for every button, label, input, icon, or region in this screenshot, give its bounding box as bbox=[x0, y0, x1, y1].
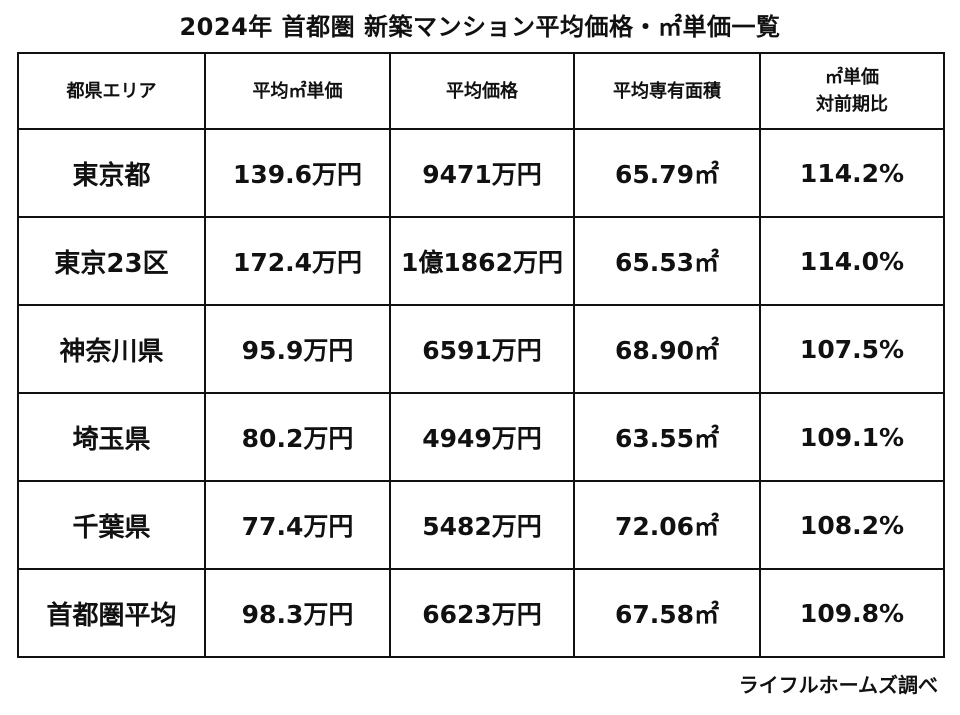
cell-avg-floor-area: 65.79㎡ bbox=[573, 128, 761, 218]
table-row: 埼玉県 80.2万円 4949万円 63.55㎡ 109.1% bbox=[17, 392, 945, 482]
cell-avg-unit-price: 172.4万円 bbox=[204, 216, 391, 306]
cell-yoy: 109.8% bbox=[759, 568, 945, 658]
price-table: 都県エリア 平均㎡単価 平均価格 平均専有面積 ㎡単価 対前期比 東京都 139… bbox=[17, 52, 945, 658]
cell-yoy: 108.2% bbox=[759, 480, 945, 570]
header-avg-unit-price: 平均㎡単価 bbox=[204, 52, 391, 130]
table-row: 神奈川県 95.9万円 6591万円 68.90㎡ 107.5% bbox=[17, 304, 945, 394]
cell-avg-unit-price: 98.3万円 bbox=[204, 568, 391, 658]
cell-avg-floor-area: 72.06㎡ bbox=[573, 480, 761, 570]
page-title: 2024年 首都圏 新築マンション平均価格・㎡単価一覧 bbox=[179, 13, 781, 41]
cell-area: 神奈川県 bbox=[17, 304, 206, 394]
cell-avg-unit-price: 77.4万円 bbox=[204, 480, 391, 570]
cell-avg-floor-area: 65.53㎡ bbox=[573, 216, 761, 306]
cell-avg-price: 6623万円 bbox=[389, 568, 575, 658]
cell-avg-price: 1億1862万円 bbox=[389, 216, 575, 306]
cell-area: 埼玉県 bbox=[17, 392, 206, 482]
table-header-row: 都県エリア 平均㎡単価 平均価格 平均専有面積 ㎡単価 対前期比 bbox=[17, 52, 945, 130]
header-unit-price-yoy: ㎡単価 対前期比 bbox=[759, 52, 945, 130]
cell-yoy: 114.2% bbox=[759, 128, 945, 218]
cell-area: 東京23区 bbox=[17, 216, 206, 306]
cell-yoy: 114.0% bbox=[759, 216, 945, 306]
header-unit-price-yoy-line2: 対前期比 bbox=[816, 94, 888, 115]
table-row: 東京都 139.6万円 9471万円 65.79㎡ 114.2% bbox=[17, 128, 945, 218]
cell-avg-floor-area: 68.90㎡ bbox=[573, 304, 761, 394]
table-row: 千葉県 77.4万円 5482万円 72.06㎡ 108.2% bbox=[17, 480, 945, 570]
header-area: 都県エリア bbox=[17, 52, 206, 130]
cell-avg-price: 5482万円 bbox=[389, 480, 575, 570]
cell-avg-unit-price: 95.9万円 bbox=[204, 304, 391, 394]
header-avg-floor-area: 平均専有面積 bbox=[573, 52, 761, 130]
cell-area: 千葉県 bbox=[17, 480, 206, 570]
cell-avg-price: 6591万円 bbox=[389, 304, 575, 394]
cell-avg-floor-area: 67.58㎡ bbox=[573, 568, 761, 658]
cell-yoy: 107.5% bbox=[759, 304, 945, 394]
cell-area: 首都圏平均 bbox=[17, 568, 206, 658]
cell-area: 東京都 bbox=[17, 128, 206, 218]
cell-avg-unit-price: 80.2万円 bbox=[204, 392, 391, 482]
cell-avg-floor-area: 63.55㎡ bbox=[573, 392, 761, 482]
cell-avg-price: 4949万円 bbox=[389, 392, 575, 482]
cell-avg-unit-price: 139.6万円 bbox=[204, 128, 391, 218]
cell-yoy: 109.1% bbox=[759, 392, 945, 482]
cell-avg-price: 9471万円 bbox=[389, 128, 575, 218]
header-unit-price-yoy-line1: ㎡単価 bbox=[825, 67, 879, 88]
header-avg-price: 平均価格 bbox=[389, 52, 575, 130]
table-row: 首都圏平均 98.3万円 6623万円 67.58㎡ 109.8% bbox=[17, 568, 945, 658]
table-row: 東京23区 172.4万円 1億1862万円 65.53㎡ 114.0% bbox=[17, 216, 945, 306]
source-note: ライフルホームズ調べ bbox=[738, 673, 938, 697]
